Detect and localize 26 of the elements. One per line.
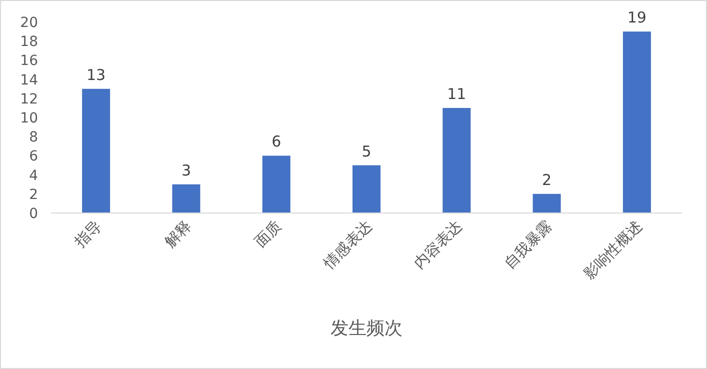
x-tick-label: 面质 [251,217,286,252]
x-tick-label: 指导 [70,217,105,252]
y-tick-label: 16 [20,53,38,70]
y-tick-label: 0 [29,206,38,222]
y-tick-label: 14 [20,72,38,88]
y-tick-label: 12 [20,91,38,108]
y-tick-label: 6 [29,148,38,165]
x-tick-label: 内容表达 [410,217,466,272]
data-label: 2 [542,170,552,189]
data-label: 13 [86,66,106,84]
data-label: 3 [181,161,191,180]
x-tick-label: 解释 [161,217,196,252]
data-label: 11 [447,84,466,103]
y-tick-label: 20 [20,15,38,31]
x-tick-label: 自我暴露 [500,217,556,272]
data-label: 19 [627,8,646,27]
x-tick-label: 情感表达 [320,217,376,272]
x-axis-title: 发生频次 [330,318,402,339]
y-tick-label: 18 [20,34,38,50]
x-tick-label: 影响性概述 [580,217,646,283]
y-tick-label: 8 [29,130,38,146]
y-tick-label: 4 [29,168,38,184]
y-tick-label: 2 [29,186,38,203]
data-label: 5 [362,142,372,160]
y-tick-label: 10 [20,110,38,126]
data-label: 6 [272,132,282,151]
